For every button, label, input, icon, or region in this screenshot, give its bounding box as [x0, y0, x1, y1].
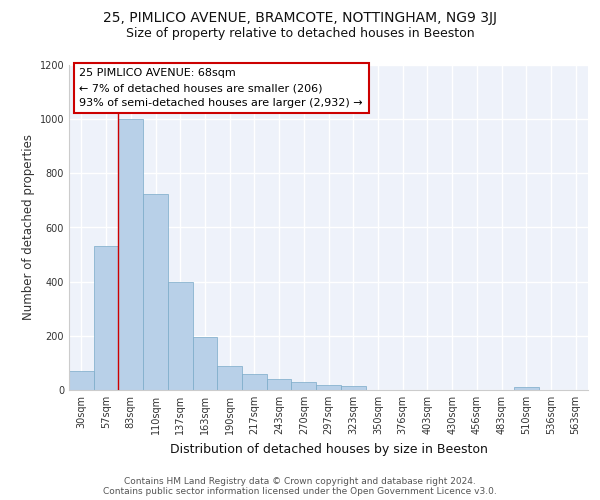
Bar [168, 282, 193, 390]
Text: 25 PIMLICO AVENUE: 68sqm
← 7% of detached houses are smaller (206)
93% of semi-d: 25 PIMLICO AVENUE: 68sqm ← 7% of detache… [79, 68, 363, 108]
Bar [217, 366, 242, 390]
Bar [341, 386, 365, 390]
Bar [267, 379, 292, 390]
Bar [193, 337, 217, 390]
Bar [118, 119, 143, 390]
Text: Size of property relative to detached houses in Beeston: Size of property relative to detached ho… [125, 28, 475, 40]
Bar [316, 384, 341, 390]
Bar [514, 388, 539, 390]
Bar [292, 382, 316, 390]
X-axis label: Distribution of detached houses by size in Beeston: Distribution of detached houses by size … [170, 442, 487, 456]
Y-axis label: Number of detached properties: Number of detached properties [22, 134, 35, 320]
Text: Contains public sector information licensed under the Open Government Licence v3: Contains public sector information licen… [103, 487, 497, 496]
Bar [69, 371, 94, 390]
Text: 25, PIMLICO AVENUE, BRAMCOTE, NOTTINGHAM, NG9 3JJ: 25, PIMLICO AVENUE, BRAMCOTE, NOTTINGHAM… [103, 11, 497, 25]
Text: Contains HM Land Registry data © Crown copyright and database right 2024.: Contains HM Land Registry data © Crown c… [124, 477, 476, 486]
Bar [242, 374, 267, 390]
Bar [94, 246, 118, 390]
Bar [143, 194, 168, 390]
